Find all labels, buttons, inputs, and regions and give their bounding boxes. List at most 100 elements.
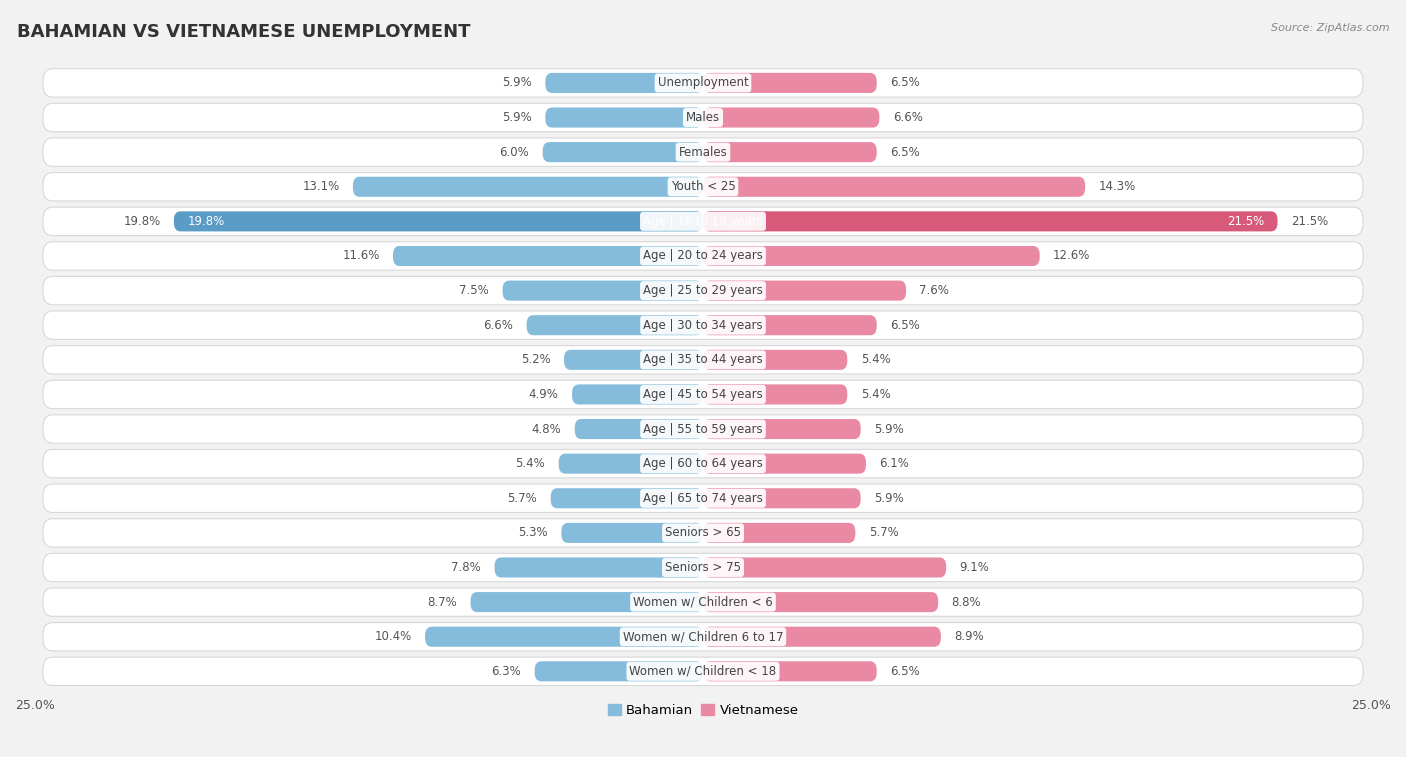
FancyBboxPatch shape xyxy=(703,315,877,335)
Text: 6.5%: 6.5% xyxy=(890,319,920,332)
Text: Females: Females xyxy=(679,145,727,159)
Text: Youth < 25: Youth < 25 xyxy=(671,180,735,193)
FancyBboxPatch shape xyxy=(534,662,703,681)
Text: 4.9%: 4.9% xyxy=(529,388,558,401)
Text: 7.6%: 7.6% xyxy=(920,284,949,297)
Text: Age | 35 to 44 years: Age | 35 to 44 years xyxy=(643,354,763,366)
Text: 6.5%: 6.5% xyxy=(890,76,920,89)
FancyBboxPatch shape xyxy=(703,662,877,681)
FancyBboxPatch shape xyxy=(546,107,703,128)
Text: 19.8%: 19.8% xyxy=(124,215,160,228)
FancyBboxPatch shape xyxy=(546,73,703,93)
Text: Age | 16 to 19 years: Age | 16 to 19 years xyxy=(643,215,763,228)
FancyBboxPatch shape xyxy=(44,657,1362,686)
FancyBboxPatch shape xyxy=(703,73,877,93)
FancyBboxPatch shape xyxy=(44,311,1362,339)
Text: 7.5%: 7.5% xyxy=(460,284,489,297)
Text: 19.8%: 19.8% xyxy=(187,215,225,228)
Text: 21.5%: 21.5% xyxy=(1291,215,1329,228)
Text: 4.8%: 4.8% xyxy=(531,422,561,435)
Text: 5.4%: 5.4% xyxy=(860,388,890,401)
Text: 21.5%: 21.5% xyxy=(1227,215,1264,228)
Text: 6.3%: 6.3% xyxy=(492,665,522,678)
Text: 5.7%: 5.7% xyxy=(508,492,537,505)
Text: Age | 60 to 64 years: Age | 60 to 64 years xyxy=(643,457,763,470)
FancyBboxPatch shape xyxy=(703,523,855,543)
FancyBboxPatch shape xyxy=(44,276,1362,305)
Text: 6.6%: 6.6% xyxy=(484,319,513,332)
FancyBboxPatch shape xyxy=(703,211,1278,232)
FancyBboxPatch shape xyxy=(551,488,703,508)
Text: 11.6%: 11.6% xyxy=(342,250,380,263)
Text: 14.3%: 14.3% xyxy=(1098,180,1136,193)
Text: 5.3%: 5.3% xyxy=(519,526,548,540)
FancyBboxPatch shape xyxy=(527,315,703,335)
FancyBboxPatch shape xyxy=(495,557,703,578)
Text: Age | 25 to 29 years: Age | 25 to 29 years xyxy=(643,284,763,297)
FancyBboxPatch shape xyxy=(394,246,703,266)
FancyBboxPatch shape xyxy=(703,350,848,370)
FancyBboxPatch shape xyxy=(703,592,938,612)
Text: 5.9%: 5.9% xyxy=(502,76,531,89)
FancyBboxPatch shape xyxy=(44,69,1362,97)
Text: Age | 65 to 74 years: Age | 65 to 74 years xyxy=(643,492,763,505)
FancyBboxPatch shape xyxy=(44,415,1362,444)
Text: Age | 55 to 59 years: Age | 55 to 59 years xyxy=(643,422,763,435)
FancyBboxPatch shape xyxy=(44,138,1362,167)
Text: 6.6%: 6.6% xyxy=(893,111,922,124)
Text: 6.0%: 6.0% xyxy=(499,145,529,159)
Text: 5.4%: 5.4% xyxy=(516,457,546,470)
Text: 5.9%: 5.9% xyxy=(875,492,904,505)
FancyBboxPatch shape xyxy=(703,107,879,128)
Text: Seniors > 75: Seniors > 75 xyxy=(665,561,741,574)
Text: BAHAMIAN VS VIETNAMESE UNEMPLOYMENT: BAHAMIAN VS VIETNAMESE UNEMPLOYMENT xyxy=(17,23,471,41)
FancyBboxPatch shape xyxy=(703,488,860,508)
Text: Males: Males xyxy=(686,111,720,124)
FancyBboxPatch shape xyxy=(703,627,941,646)
Text: 13.1%: 13.1% xyxy=(302,180,340,193)
FancyBboxPatch shape xyxy=(44,104,1362,132)
Text: Source: ZipAtlas.com: Source: ZipAtlas.com xyxy=(1271,23,1389,33)
FancyBboxPatch shape xyxy=(44,588,1362,616)
Text: 6.1%: 6.1% xyxy=(879,457,910,470)
Text: 12.6%: 12.6% xyxy=(1053,250,1091,263)
FancyBboxPatch shape xyxy=(44,450,1362,478)
FancyBboxPatch shape xyxy=(543,142,703,162)
Text: 5.7%: 5.7% xyxy=(869,526,898,540)
Text: 5.4%: 5.4% xyxy=(860,354,890,366)
Text: Age | 30 to 34 years: Age | 30 to 34 years xyxy=(643,319,763,332)
FancyBboxPatch shape xyxy=(174,211,703,232)
FancyBboxPatch shape xyxy=(561,523,703,543)
FancyBboxPatch shape xyxy=(44,553,1362,581)
Text: Women w/ Children < 18: Women w/ Children < 18 xyxy=(630,665,776,678)
Text: Age | 45 to 54 years: Age | 45 to 54 years xyxy=(643,388,763,401)
FancyBboxPatch shape xyxy=(575,419,703,439)
FancyBboxPatch shape xyxy=(558,453,703,474)
FancyBboxPatch shape xyxy=(353,176,703,197)
FancyBboxPatch shape xyxy=(703,142,877,162)
Text: 6.5%: 6.5% xyxy=(890,145,920,159)
FancyBboxPatch shape xyxy=(703,419,860,439)
Text: 5.9%: 5.9% xyxy=(502,111,531,124)
Text: Unemployment: Unemployment xyxy=(658,76,748,89)
FancyBboxPatch shape xyxy=(44,380,1362,409)
Text: 8.7%: 8.7% xyxy=(427,596,457,609)
FancyBboxPatch shape xyxy=(703,281,905,301)
FancyBboxPatch shape xyxy=(572,385,703,404)
Text: Seniors > 65: Seniors > 65 xyxy=(665,526,741,540)
Text: 8.8%: 8.8% xyxy=(952,596,981,609)
FancyBboxPatch shape xyxy=(44,207,1362,235)
Text: 10.4%: 10.4% xyxy=(374,631,412,643)
FancyBboxPatch shape xyxy=(703,246,1039,266)
Legend: Bahamian, Vietnamese: Bahamian, Vietnamese xyxy=(602,699,804,722)
Text: Women w/ Children 6 to 17: Women w/ Children 6 to 17 xyxy=(623,631,783,643)
Text: 7.8%: 7.8% xyxy=(451,561,481,574)
Text: 5.9%: 5.9% xyxy=(875,422,904,435)
Text: 5.2%: 5.2% xyxy=(522,354,551,366)
FancyBboxPatch shape xyxy=(44,241,1362,270)
FancyBboxPatch shape xyxy=(425,627,703,646)
FancyBboxPatch shape xyxy=(44,519,1362,547)
Text: 8.9%: 8.9% xyxy=(955,631,984,643)
FancyBboxPatch shape xyxy=(44,346,1362,374)
Text: 9.1%: 9.1% xyxy=(959,561,990,574)
